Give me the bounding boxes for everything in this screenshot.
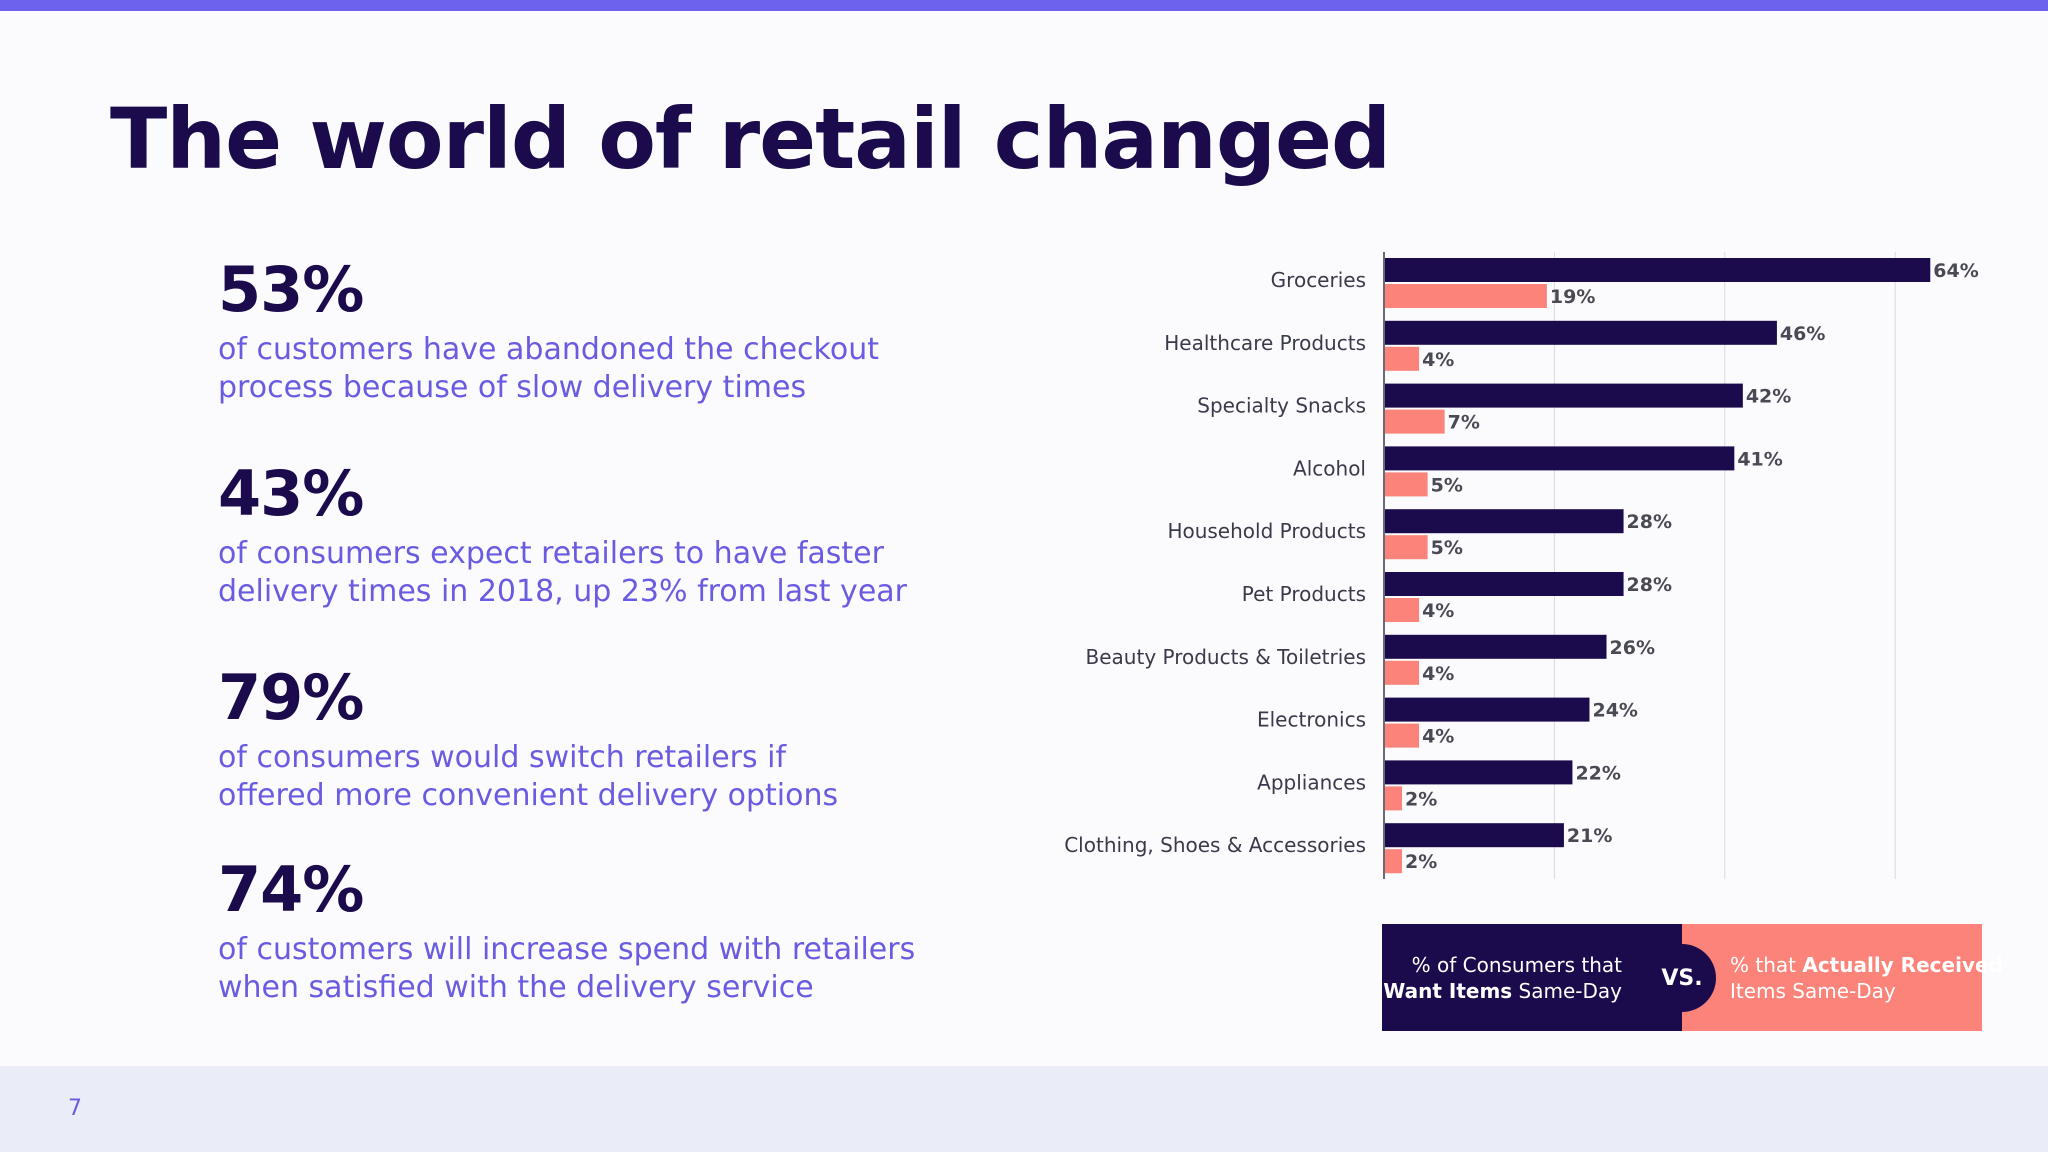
legend-want-same-day: % of Consumers that Want Items Same-Day	[1382, 924, 1682, 1031]
category-label: Electronics	[1257, 708, 1366, 732]
category-label: Alcohol	[1293, 456, 1366, 480]
chart-legend: % of Consumers that Want Items Same-Day …	[1382, 924, 2003, 1031]
bar-want-same-day	[1385, 509, 1624, 534]
data-label: 2%	[1405, 851, 1437, 873]
slide-title: The world of retail changed	[110, 90, 1391, 188]
bar-want-same-day	[1385, 258, 1931, 282]
bar-received-same-day	[1385, 786, 1403, 811]
bar-want-same-day	[1385, 697, 1590, 722]
legend-left-line1: % of Consumers that	[1411, 952, 1622, 977]
legend-right-line2: Items Same-Day	[1730, 978, 1896, 1003]
legend-right-prefix: % that	[1730, 952, 1803, 977]
bar-want-same-day	[1385, 383, 1743, 408]
data-label: 24%	[1592, 700, 1637, 722]
bar-want-same-day	[1385, 572, 1624, 596]
footer-bar	[0, 1066, 2048, 1152]
data-label: 4%	[1422, 600, 1454, 622]
top-accent-bar	[0, 0, 2048, 11]
bar-received-same-day	[1385, 660, 1420, 685]
bar-received-same-day	[1385, 409, 1445, 434]
data-label: 41%	[1737, 448, 1782, 470]
bar-want-same-day	[1385, 760, 1573, 785]
legend-received-same-day: % that Actually Received Items Same-Day	[1682, 924, 2003, 1031]
category-label: Pet Products	[1242, 582, 1366, 606]
bar-want-same-day	[1385, 320, 1777, 345]
data-label: 4%	[1422, 726, 1454, 748]
bar-received-same-day	[1385, 472, 1428, 497]
legend-left-bold: Want Items	[1383, 978, 1513, 1003]
data-label: 26%	[1610, 637, 1655, 659]
bar-want-same-day	[1385, 446, 1735, 471]
legend-left-line2: Want Items Same-Day	[1383, 978, 1622, 1004]
data-label: 28%	[1627, 574, 1672, 596]
category-label: Beauty Products & Toiletries	[1086, 645, 1366, 669]
bar-received-same-day	[1385, 346, 1420, 371]
data-label: 46%	[1780, 323, 1825, 345]
bar-received-same-day	[1385, 284, 1547, 308]
stat-description: of customers have abandoned the checkout…	[218, 332, 879, 405]
bar-received-same-day	[1385, 598, 1420, 622]
stat-value: 43%	[218, 457, 364, 530]
stat-description: of consumers expect retailers to have fa…	[218, 536, 907, 609]
data-label: 42%	[1746, 386, 1791, 408]
data-label: 7%	[1448, 412, 1480, 434]
data-label: 4%	[1422, 349, 1454, 371]
stat-value: 74%	[218, 853, 364, 926]
data-label: 28%	[1627, 511, 1672, 533]
data-label: 2%	[1405, 788, 1437, 810]
bar-received-same-day	[1385, 723, 1420, 748]
data-label: 4%	[1422, 663, 1454, 685]
data-label: 5%	[1431, 537, 1463, 559]
stat-value: 53%	[218, 253, 364, 326]
legend-right-line1: % that Actually Received	[1730, 952, 2003, 978]
legend-right-bold: Actually Received	[1802, 952, 2003, 977]
category-label: Specialty Snacks	[1197, 394, 1366, 418]
data-label: 22%	[1575, 762, 1620, 784]
data-label: 21%	[1567, 825, 1612, 847]
stat-block: 53% of customers have abandoned the chec…	[218, 253, 978, 407]
category-label: Household Products	[1167, 519, 1366, 543]
category-label: Appliances	[1257, 770, 1366, 794]
data-label: 19%	[1550, 286, 1595, 308]
bar-want-same-day	[1385, 634, 1607, 659]
bar-received-same-day	[1385, 849, 1403, 874]
stat-block: 43% of consumers expect retailers to hav…	[218, 457, 978, 611]
category-label: Groceries	[1271, 268, 1366, 292]
bar-received-same-day	[1385, 535, 1428, 560]
same-day-delivery-bar-chart: Groceries 64% 19% Healthcare Products 46% 4% S…	[1064, 252, 1979, 879]
stat-block: 79% of consumers would switch retailers …	[218, 661, 978, 815]
stat-value: 79%	[218, 661, 364, 734]
stat-block: 74% of customers will increase spend wit…	[218, 853, 978, 1007]
legend-left-rest: Same-Day	[1512, 978, 1622, 1003]
data-label: 5%	[1431, 474, 1463, 496]
stat-description: of consumers would switch retailers if o…	[218, 740, 839, 813]
data-label: 64%	[1933, 260, 1978, 282]
vs-badge: VS.	[1648, 944, 1716, 1012]
bar-want-same-day	[1385, 823, 1564, 848]
page-number: 7	[68, 1096, 82, 1121]
category-label: Healthcare Products	[1164, 331, 1366, 355]
category-label: Clothing, Shoes & Accessories	[1064, 833, 1366, 857]
stat-description: of customers will increase spend with re…	[218, 932, 916, 1005]
